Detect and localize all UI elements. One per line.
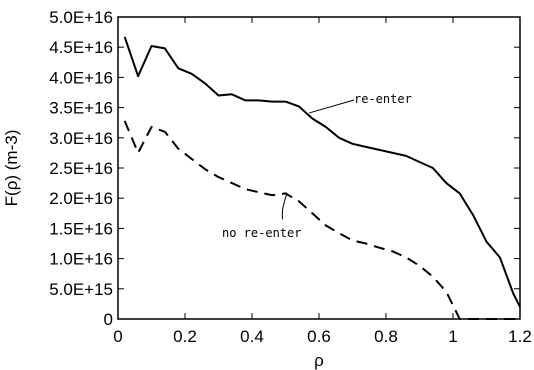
y-tick-label: 3.0E+16 — [49, 129, 113, 148]
x-tick-label: 0 — [113, 327, 122, 346]
x-tick-label: 0.6 — [307, 327, 331, 346]
annotation-leader-re-enter — [309, 99, 355, 114]
series-line-no-re-enter — [123, 120, 520, 320]
x-tick-label: 1.2 — [508, 327, 532, 346]
y-tick-label: 5.0E+15 — [49, 280, 113, 299]
y-tick-label: 2.5E+16 — [49, 159, 113, 178]
plot-frame — [117, 16, 521, 320]
x-tick-label: 1 — [448, 327, 457, 346]
x-axis-ticks: 0 0.2 0.4 0.6 0.8 1 1.2 — [113, 17, 532, 346]
annotation-layer: re-enter no re-enter — [222, 92, 412, 240]
y-tick-label: 2.0E+16 — [49, 189, 113, 208]
annotation-leader-no-re-enter — [281, 194, 287, 220]
y-tick-label: 4.0E+16 — [49, 68, 113, 87]
y-tick-label: 3.5E+16 — [49, 99, 113, 118]
x-tick-label: 0.4 — [240, 327, 264, 346]
y-tick-label: 4.5E+16 — [49, 38, 113, 57]
series-line-re-enter — [123, 36, 521, 308]
x-axis-label: ρ — [314, 351, 324, 370]
series-layer — [123, 36, 521, 320]
x-tick-label: 0.2 — [173, 327, 197, 346]
y-tick-label: 5.0E+16 — [49, 8, 113, 27]
annotation-no-re-enter: no re-enter — [222, 226, 301, 240]
y-axis-label: F(ρ) (m-3) — [2, 130, 21, 207]
y-tick-label: 0 — [104, 310, 113, 329]
y-tick-label: 1.0E+16 — [49, 250, 113, 269]
x-tick-label: 0.8 — [374, 327, 398, 346]
annotation-re-enter: re-enter — [354, 92, 412, 106]
y-tick-label: 1.5E+16 — [49, 219, 113, 238]
y-axis-ticks: 0 5.0E+15 1.0E+16 1.5E+16 2.0E+16 2.5E+16 3.0E… — [49, 8, 520, 329]
